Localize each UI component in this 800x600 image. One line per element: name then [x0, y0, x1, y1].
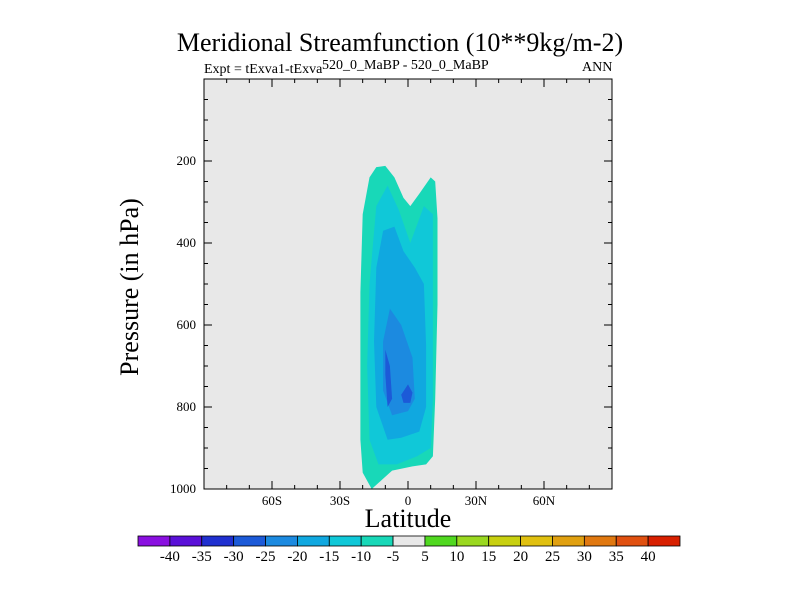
colorbar-label: 35 [609, 549, 624, 565]
colorbar-box [488, 535, 521, 547]
y-tick-label: 1000 [170, 481, 196, 496]
colorbar-label: 30 [577, 549, 592, 565]
colorbar-label: 5 [421, 549, 429, 565]
colorbar-box [456, 535, 490, 547]
contour-level--25b [401, 384, 413, 403]
colorbar-box [328, 535, 362, 547]
colorbar-box [552, 535, 585, 547]
x-tick-label: 60N [533, 493, 556, 508]
colorbar-box [647, 535, 681, 547]
axes: 60S 30S 0 30N 60N 200 400 600 800 1000 [170, 78, 613, 508]
colorbar-box [424, 535, 458, 547]
colorbar-label: -5 [387, 549, 400, 565]
season-label: ANN [582, 60, 613, 75]
x-tick-label: 30S [330, 493, 350, 508]
colorbar-label: -15 [319, 549, 339, 565]
colorbar-label: 20 [513, 549, 528, 565]
y-tick-label: 200 [177, 153, 197, 168]
colorbar-label: -30 [224, 549, 244, 565]
colorbar-box [583, 535, 617, 547]
y-tick-label: 600 [177, 317, 197, 332]
contour-layer [360, 165, 438, 489]
colorbar-box [137, 535, 171, 547]
colorbar-label: 40 [641, 549, 656, 565]
y-tick-label: 400 [177, 235, 197, 250]
chart-title: Meridional Streamfunction (10**9kg/m-2) [176, 28, 624, 57]
colorbar-box [201, 535, 235, 547]
colorbar-label: 10 [449, 549, 464, 565]
colorbar-label: -20 [287, 549, 307, 565]
experiment-label: Expt = tExva1-tExva [204, 62, 323, 77]
colorbar-box [233, 535, 266, 547]
y-tick-label: 800 [177, 399, 197, 414]
colorbar-box [169, 535, 203, 547]
colorbar-box [360, 535, 394, 547]
colorbar-label: -40 [160, 549, 180, 565]
x-axis-label: Latitude [364, 504, 452, 533]
colorbar-label: -35 [192, 549, 212, 565]
colorbar-label: 25 [545, 549, 560, 565]
chart-subtitle: 520_0_MaBP - 520_0_MaBP [322, 58, 489, 73]
x-tick-label: 0 [405, 493, 412, 508]
x-tick-label: 60S [262, 493, 282, 508]
contour-level--25a [385, 349, 393, 407]
colorbar-box [297, 535, 330, 547]
colorbar: -40 -35 -30 -25 -20 -15 -10 -5 5 10 15 20 25 30 35 40 [137, 535, 681, 565]
colorbar-label: -10 [351, 549, 371, 565]
x-tick-label: 30N [465, 493, 488, 508]
colorbar-box [265, 535, 298, 547]
colorbar-box [392, 535, 426, 547]
colorbar-box [520, 535, 553, 547]
colorbar-box [615, 535, 649, 547]
y-axis-label: Pressure (in hPa) [115, 198, 144, 376]
colorbar-label: -25 [256, 549, 276, 565]
colorbar-label: 15 [481, 549, 496, 565]
